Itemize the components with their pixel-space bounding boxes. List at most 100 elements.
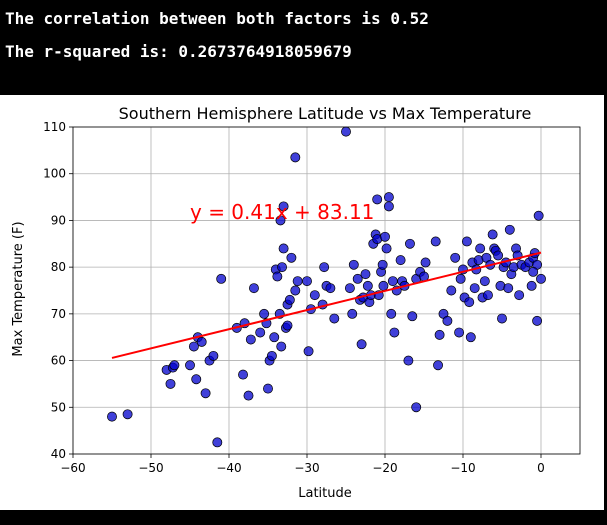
data-point (352, 273, 363, 284)
data-point (243, 390, 254, 401)
data-point (290, 152, 301, 163)
data-point (389, 327, 400, 338)
data-point (238, 369, 248, 380)
data-point (329, 313, 340, 324)
regression-equation: y = 0.41x + 83.11 (190, 200, 374, 224)
x-tick-label: −40 (216, 461, 241, 475)
data-point (528, 266, 539, 277)
y-tick-label: 70 (51, 307, 66, 321)
data-point (185, 360, 195, 371)
data-point (249, 283, 259, 294)
data-point (272, 271, 283, 282)
y-tick-label: 90 (51, 213, 66, 227)
data-point (483, 290, 493, 301)
x-axis-label: Latitude (298, 486, 352, 501)
regression-line-layer (111, 251, 542, 359)
data-point (255, 327, 266, 338)
data-point (277, 262, 287, 273)
data-point (356, 339, 367, 350)
data-point (381, 243, 392, 254)
data-point (191, 374, 202, 385)
data-point (245, 334, 256, 345)
data-point (347, 308, 358, 319)
data-point (434, 329, 445, 340)
data-point (405, 238, 415, 249)
data-point (383, 201, 394, 212)
data-point (479, 276, 490, 287)
data-point (493, 250, 504, 261)
data-point (514, 290, 525, 301)
data-point (165, 378, 176, 389)
data-point (433, 360, 443, 371)
chart-figure: −60 −50 −40 −30 −20 −10 0 40 50 60 70 80 90 100 110 So… (0, 95, 604, 510)
plot-frame (72, 126, 581, 455)
x-tick-label: −30 (294, 461, 319, 475)
data-point (386, 308, 397, 319)
data-point (216, 273, 227, 284)
data-point (266, 350, 277, 361)
data-point (532, 315, 543, 326)
data-point (188, 341, 199, 352)
data-point (430, 236, 441, 247)
data-point (276, 341, 287, 352)
scatter-chart: −60 −50 −40 −30 −20 −10 0 40 50 60 70 80 90 100 110 So… (11, 104, 581, 501)
data-point (362, 280, 373, 291)
data-point (325, 283, 336, 294)
x-tick-label: −10 (450, 461, 475, 475)
data-point (465, 332, 476, 343)
y-tick-label: 80 (51, 260, 66, 274)
data-point (344, 283, 355, 294)
data-point (454, 327, 465, 338)
data-point (122, 409, 133, 420)
data-point (341, 126, 351, 137)
data-point (461, 236, 472, 247)
data-point (383, 192, 394, 203)
data-point (420, 257, 431, 268)
data-point (395, 255, 406, 266)
data-point (380, 231, 390, 242)
data-point (278, 201, 289, 212)
data-point (212, 437, 223, 448)
data-point (497, 313, 507, 324)
data-point (263, 383, 273, 394)
correlation-output-line: The correlation between both factors is … (5, 9, 429, 28)
x-tick-label: −20 (372, 461, 397, 475)
data-point (292, 276, 303, 287)
data-point (259, 308, 270, 319)
data-point (387, 276, 398, 287)
data-point (464, 297, 475, 308)
y-axis-label: Max Temperature (F) (11, 221, 26, 356)
data-point (475, 243, 486, 254)
data-point (455, 273, 466, 284)
y-tick-label: 40 (51, 447, 66, 461)
data-point (282, 320, 293, 331)
data-point (107, 411, 117, 422)
data-point (372, 194, 383, 205)
r-squared-output-line: The r-squared is: 0.2673764918059679 (5, 42, 352, 61)
data-point (442, 315, 453, 326)
data-point (290, 285, 301, 296)
data-point (269, 332, 280, 343)
data-points (107, 126, 546, 448)
data-point (403, 355, 414, 366)
data-point (407, 311, 418, 322)
data-point (378, 280, 389, 291)
data-point (487, 229, 498, 240)
x-tick-label: 0 (537, 461, 545, 475)
data-point (446, 285, 457, 296)
data-point (302, 276, 312, 287)
chart-title: Southern Hemisphere Latitude vs Max Temp… (119, 104, 532, 123)
data-point (411, 402, 422, 413)
data-point (200, 388, 211, 399)
data-point (309, 290, 320, 301)
y-tick-label: 100 (43, 167, 66, 181)
data-point (469, 283, 480, 294)
data-point (536, 273, 546, 284)
data-point (533, 210, 544, 221)
y-tick-label: 60 (51, 354, 66, 368)
data-point (360, 269, 371, 280)
x-tick-label: −60 (60, 461, 85, 475)
regression-line (111, 251, 542, 359)
data-point (169, 360, 180, 371)
data-point (286, 252, 297, 263)
